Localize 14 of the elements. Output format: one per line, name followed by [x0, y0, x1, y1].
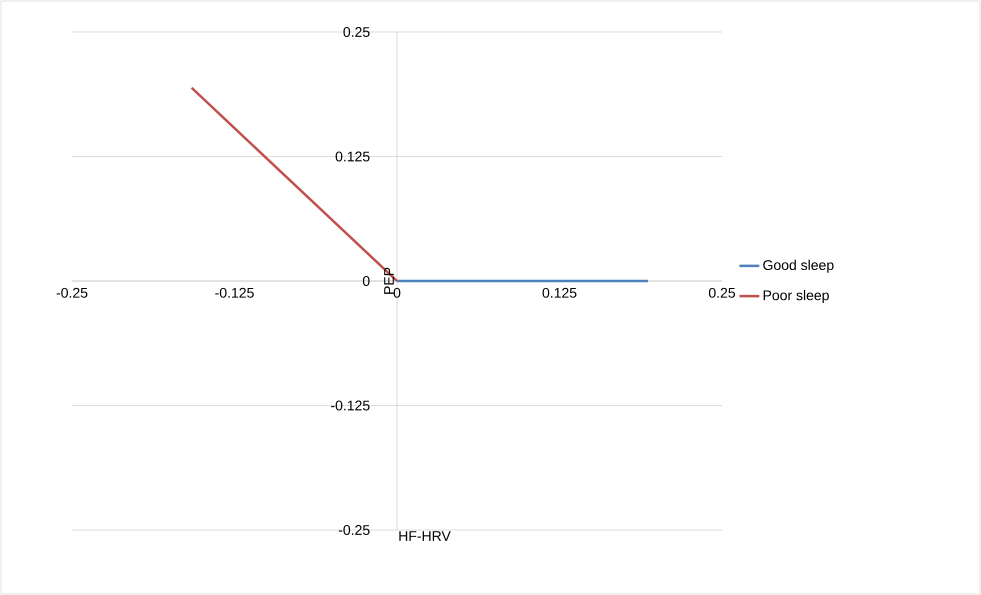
y-tick-label: 0.25 [343, 27, 370, 37]
y-tick-label: 0.125 [336, 152, 370, 162]
y-axis-title: PEP [384, 268, 394, 294]
legend-label: Poor sleep [764, 290, 829, 304]
x-tick-label: -0.125 [215, 288, 254, 298]
y-tick-label: 0 [362, 276, 370, 286]
x-tick-label: 0 [394, 288, 400, 298]
x-tick-label: 0.125 [542, 288, 576, 298]
x-tick-label: -0.25 [56, 288, 88, 298]
legend-label: Good sleep [763, 260, 834, 273]
x-tick-label: 0.25 [708, 288, 736, 298]
y-tick-label: -0.25 [338, 525, 370, 535]
y-tick-label: -0.125 [331, 400, 370, 410]
x-axis-title: HF-HRV [399, 531, 451, 541]
